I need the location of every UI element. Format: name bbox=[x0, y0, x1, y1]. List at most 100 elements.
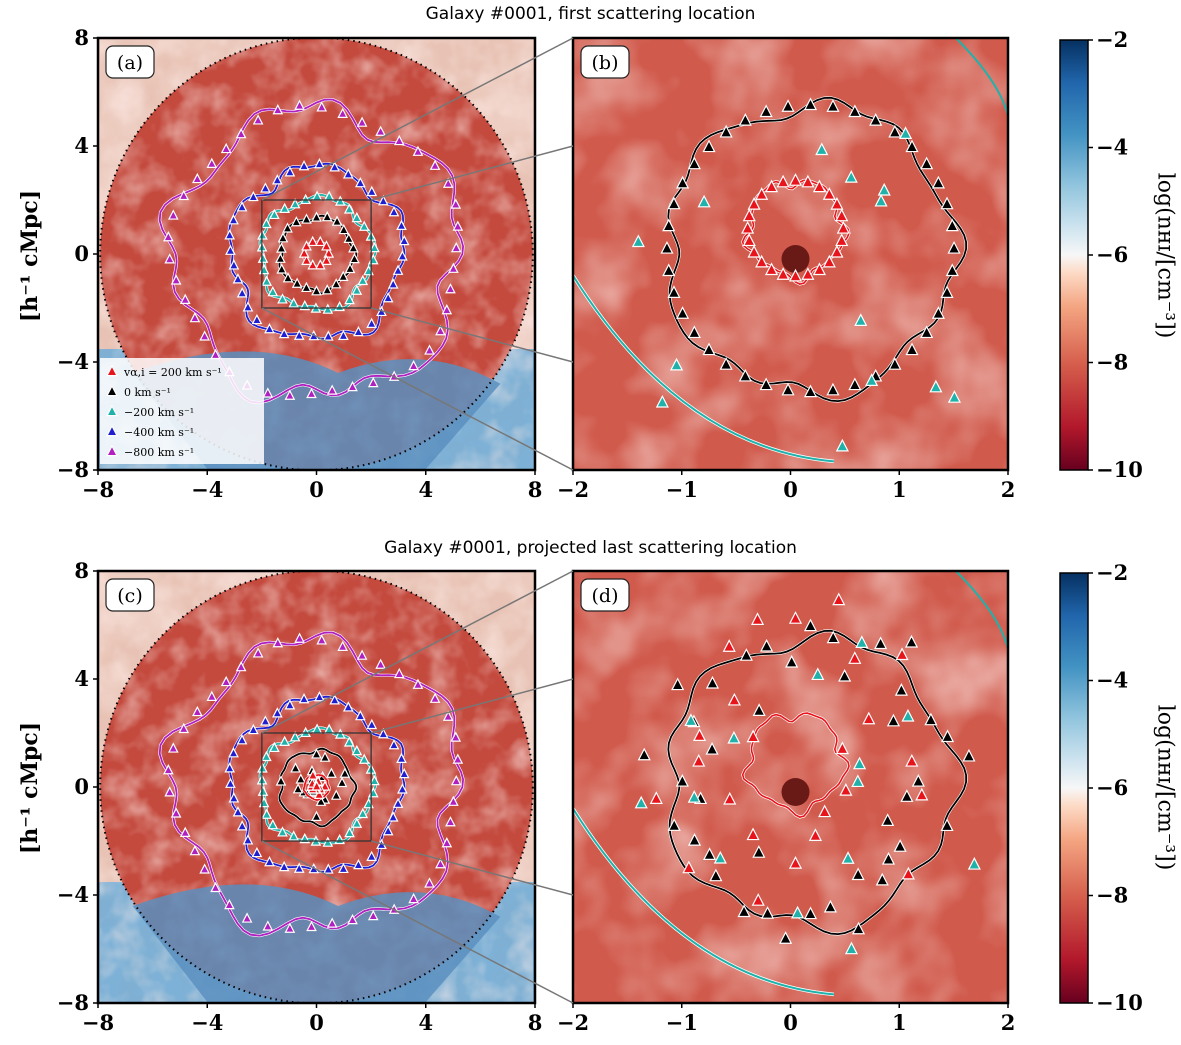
legend-label-2: −200 km s⁻¹ bbox=[124, 406, 194, 419]
x-tick-label-d: 2 bbox=[1001, 1010, 1016, 1035]
marker-b bbox=[801, 267, 815, 280]
x-tick-label-c: 0 bbox=[309, 1010, 324, 1035]
marker-d bbox=[750, 612, 765, 625]
marker-a bbox=[375, 125, 386, 136]
marker-d bbox=[751, 893, 765, 906]
marker-c bbox=[164, 786, 176, 797]
legend-marker-4 bbox=[106, 444, 118, 457]
marker-b bbox=[759, 377, 773, 391]
marker-c bbox=[412, 678, 424, 689]
marker-c bbox=[388, 739, 400, 750]
marker-b bbox=[655, 394, 669, 408]
marker-d bbox=[962, 748, 976, 762]
x-tick-label-d: −2 bbox=[557, 1010, 589, 1035]
marker-c bbox=[300, 726, 311, 738]
colorbar-bottom-tick-label: −2 bbox=[1096, 560, 1128, 585]
marker-b bbox=[788, 173, 803, 186]
marker-a bbox=[338, 223, 350, 235]
marker-b bbox=[662, 263, 676, 277]
marker-c bbox=[316, 634, 328, 645]
marker-b bbox=[742, 208, 756, 222]
marker-d bbox=[848, 651, 862, 664]
marker-c bbox=[450, 774, 462, 786]
legend-label-3: −400 km s⁻¹ bbox=[124, 426, 194, 439]
marker-c bbox=[435, 858, 446, 869]
marker-b bbox=[631, 234, 645, 248]
legend-label-1: 0 km s⁻¹ bbox=[124, 386, 171, 399]
marker-a bbox=[260, 182, 271, 193]
marker-a bbox=[242, 301, 254, 312]
marker-b bbox=[835, 233, 849, 247]
zoom-connector bbox=[370, 307, 574, 363]
marker-b bbox=[931, 175, 945, 189]
marker-c bbox=[311, 780, 323, 791]
marker-c bbox=[311, 748, 322, 759]
marker-c bbox=[369, 774, 380, 786]
marker-c bbox=[441, 837, 453, 848]
x-tick-label-a: 0 bbox=[309, 477, 324, 502]
marker-d bbox=[746, 729, 760, 743]
marker-c bbox=[347, 913, 358, 925]
marker-a bbox=[358, 220, 370, 231]
marker-b bbox=[667, 285, 681, 299]
marker-b bbox=[848, 104, 862, 118]
marker-c bbox=[445, 816, 456, 827]
x-tick-label-d: 1 bbox=[892, 1010, 907, 1035]
marker-a bbox=[351, 284, 363, 295]
marker-d bbox=[893, 839, 907, 852]
x-tick-label-a: 8 bbox=[528, 477, 543, 502]
marker-a bbox=[353, 325, 364, 337]
marker-a bbox=[314, 158, 325, 169]
marker-a bbox=[189, 311, 201, 323]
marker-b bbox=[801, 174, 815, 188]
marker-d bbox=[634, 795, 648, 809]
marker-a bbox=[343, 203, 355, 214]
marker-c bbox=[330, 789, 342, 800]
marker-a bbox=[388, 206, 400, 217]
y-tick-label-c: −8 bbox=[57, 990, 89, 1015]
zoom-connector bbox=[261, 307, 574, 471]
marker-b bbox=[662, 218, 676, 232]
marker-c bbox=[397, 783, 408, 794]
marker-b bbox=[888, 357, 902, 370]
marker-c bbox=[429, 692, 441, 703]
marker-b bbox=[865, 373, 879, 386]
marker-a bbox=[163, 231, 174, 242]
marker-a bbox=[366, 185, 378, 197]
marker-a bbox=[445, 283, 456, 294]
marker-c bbox=[295, 773, 307, 784]
zoom-connector bbox=[261, 37, 574, 201]
marker-d bbox=[713, 850, 727, 864]
marker-b bbox=[755, 254, 769, 268]
marker-a bbox=[369, 241, 380, 253]
marker-a bbox=[326, 384, 338, 395]
marker-a bbox=[261, 217, 272, 229]
panel-b-plot bbox=[573, 38, 1008, 470]
colorbar-bottom bbox=[1059, 572, 1089, 1004]
marker-c bbox=[442, 710, 454, 721]
marker-c bbox=[225, 777, 236, 788]
marker-a bbox=[257, 252, 269, 263]
marker-a bbox=[228, 214, 239, 225]
marker-a bbox=[206, 157, 218, 168]
marker-c bbox=[322, 863, 334, 874]
marker-c bbox=[329, 694, 340, 705]
marker-d bbox=[785, 654, 799, 668]
marker-c bbox=[307, 769, 319, 780]
legend-label-0: vα,i = 200 km s⁻¹ bbox=[123, 366, 222, 379]
marker-a bbox=[322, 303, 334, 314]
marker-a bbox=[321, 210, 333, 222]
marker-a bbox=[236, 287, 248, 298]
marker-a bbox=[178, 189, 190, 201]
y-tick-label-c: 4 bbox=[74, 666, 89, 691]
marker-a bbox=[337, 107, 349, 119]
marker-a bbox=[343, 232, 355, 244]
marker-b bbox=[747, 197, 761, 210]
marker-c bbox=[294, 632, 305, 643]
y-tick-label-a: 4 bbox=[74, 133, 89, 158]
marker-c bbox=[251, 846, 263, 858]
x-tick-label-c: 8 bbox=[528, 1010, 543, 1035]
marker-d bbox=[811, 667, 825, 681]
marker-c bbox=[242, 834, 254, 845]
marker-c bbox=[314, 691, 325, 702]
